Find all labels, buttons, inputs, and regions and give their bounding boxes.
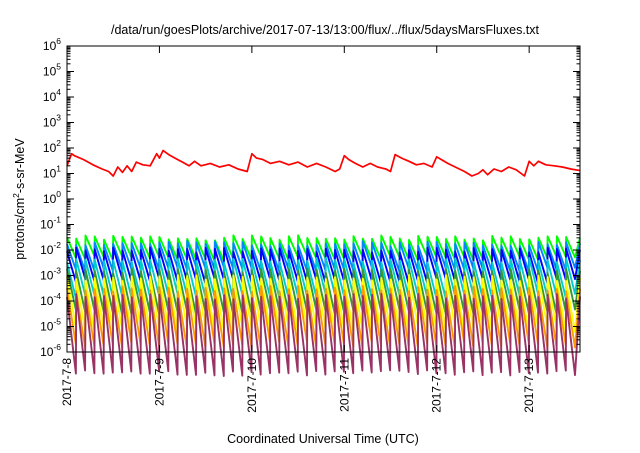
series-line bbox=[66, 149, 581, 177]
y-tick-label: 106 bbox=[43, 36, 61, 53]
y-tick-label: 103 bbox=[43, 113, 61, 130]
y-tick-label: 10-6 bbox=[40, 342, 61, 359]
x-axis-ticks: 2017-7-8 2017-7-9 2017-7-10 2017-7-11 2017-7… bbox=[60, 46, 536, 413]
y-tick-label: 10-1 bbox=[40, 215, 61, 232]
y-axis-label-pre: protons/cm bbox=[13, 198, 27, 260]
x-tick-label: 2017-7-13 bbox=[522, 358, 536, 413]
y-tick-label: 10-2 bbox=[40, 240, 61, 257]
y-axis-label: protons/cm2-s-sr-MeV bbox=[11, 138, 27, 260]
x-tick-label: 2017-7-10 bbox=[245, 358, 259, 413]
y-tick-label: 104 bbox=[43, 87, 61, 104]
x-tick-label: 2017-7-8 bbox=[60, 358, 74, 406]
y-tick-label: 105 bbox=[43, 62, 61, 79]
series-line bbox=[66, 292, 581, 377]
y-tick-label: 10-3 bbox=[40, 266, 61, 283]
y-tick-label: 101 bbox=[43, 164, 61, 181]
y-tick-label: 100 bbox=[43, 189, 61, 206]
x-axis-label: Coordinated Universal Time (UTC) bbox=[227, 432, 419, 446]
x-tick-label: 2017-7-12 bbox=[430, 358, 444, 413]
series-layer bbox=[66, 149, 581, 377]
y-tick-label: 10-4 bbox=[40, 291, 61, 308]
y-axis-label-post: -s-sr-MeV bbox=[13, 138, 27, 194]
y-axis-ticks: 10-6 10-5 10-4 10-3 10-2 10-1 100 101 102 103 104 1… bbox=[40, 36, 580, 359]
x-tick-label: 2017-7-11 bbox=[337, 358, 351, 412]
x-tick-label: 2017-7-9 bbox=[152, 358, 166, 406]
y-tick-label: 10-5 bbox=[40, 317, 61, 334]
y-tick-label: 102 bbox=[43, 138, 61, 155]
y-axis-label-sup: 2 bbox=[11, 193, 21, 198]
chart-title: /data/run/goesPlots/archive/2017-07-13/1… bbox=[111, 23, 540, 37]
